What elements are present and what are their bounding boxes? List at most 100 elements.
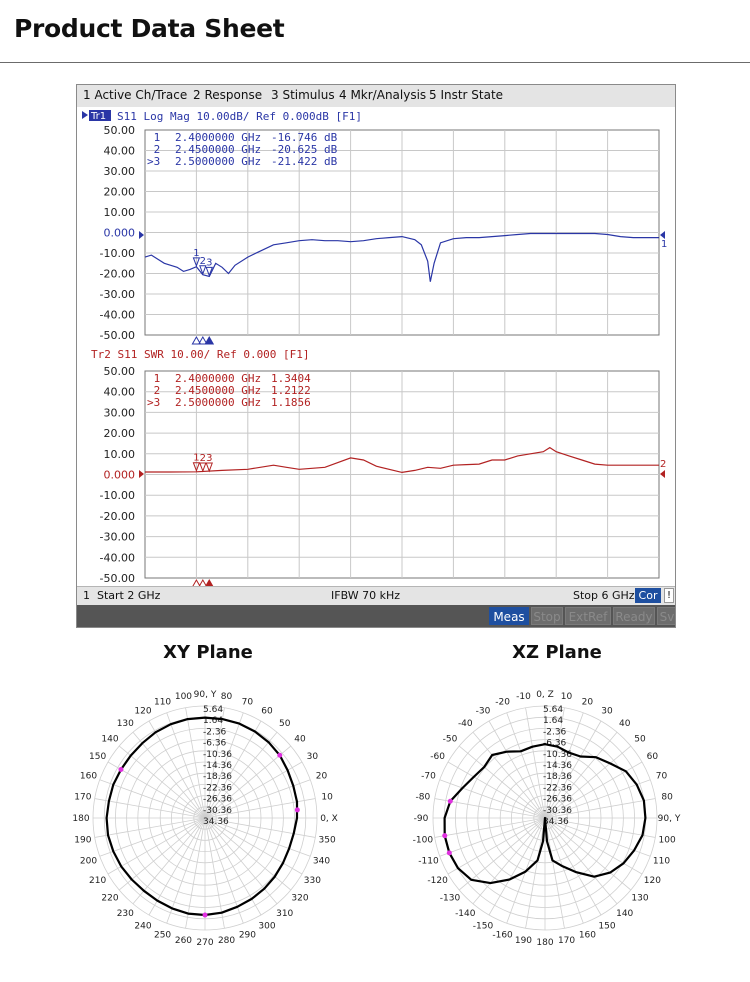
xy-polar-grid-spoke xyxy=(204,731,278,819)
trace2-y-axis: 50.00 40.00 30.00 20.00 10.00 0.000 -10.00 -20.… xyxy=(100,365,135,585)
page-header: Product Data Sheet xyxy=(0,0,750,63)
trace1-title: S11 Log Mag 10.00dB/ Ref 0.000dB [F1] xyxy=(117,110,362,123)
status-flag: ! xyxy=(664,588,674,603)
xy-polar-grid-spoke xyxy=(204,817,225,929)
trace2-ytick-label: -50.00 xyxy=(100,572,135,585)
trace1-ytick-label: -50.00 xyxy=(100,329,135,342)
marker-readout-freq: 2.4500000 GHz xyxy=(175,143,261,156)
marker-readout-prefix: 2 xyxy=(147,143,160,156)
menu-stimulus[interactable]: 3 Stimulus xyxy=(271,88,335,102)
xz-polar-grid-spoke xyxy=(447,761,546,819)
xy-polar-grid-spoke xyxy=(94,798,206,819)
xy-polar-angle-label: 40 xyxy=(294,734,306,744)
xz-polar-grid-spoke xyxy=(544,817,584,924)
xy-polar-angle-label: 260 xyxy=(175,936,192,946)
xy-polar-angle-label: 240 xyxy=(134,921,151,931)
marker-readout-prefix: >3 xyxy=(147,396,160,409)
marker-readout-prefix: 1 xyxy=(147,131,160,144)
xz-polar-grid-spoke xyxy=(488,817,546,916)
xz-polar-radial-label: -22.36 xyxy=(543,783,572,793)
xy-polar-radial-label: 5.64 xyxy=(203,705,223,715)
trace2-ytick-label: -40.00 xyxy=(100,551,135,564)
xy-polar-grid-spoke xyxy=(132,817,206,905)
trace1-marker-triangles xyxy=(191,335,215,345)
trace2-marker-label: 3 xyxy=(206,453,212,464)
softkey-meas[interactable]: Meas xyxy=(489,607,529,625)
xy-polar-grid-spoke xyxy=(185,707,206,819)
trace1-ytick-label: -20.00 xyxy=(100,268,135,281)
xy-polar-grid-spoke xyxy=(204,712,244,819)
xz-polar-marker-dot xyxy=(442,833,448,839)
xy-polar-angle-label: 270 xyxy=(196,938,213,948)
xz-polar-angle-label: -40 xyxy=(458,719,473,729)
softkey-ready[interactable]: Ready xyxy=(613,607,655,625)
trace1-x-marker-triangle xyxy=(191,335,202,345)
xy-polar-angle-label: 80 xyxy=(221,692,233,702)
xy-polar-angle-label: 320 xyxy=(291,894,308,904)
xz-polar-grid-spoke xyxy=(434,817,546,838)
xz-polar-pattern-line xyxy=(443,743,647,885)
trace2-ref-label: 2 xyxy=(660,459,666,470)
xy-polar-grid-spoke xyxy=(204,817,244,924)
xy-polar-angle-label: 200 xyxy=(80,856,97,866)
xy-polar-grid-spoke xyxy=(204,817,303,875)
xy-polar-grid-spoke xyxy=(204,745,292,819)
xz-polar-grid-spoke xyxy=(544,817,632,891)
xz-polar-angle-label: 100 xyxy=(659,836,676,846)
trace1-marker-triangle xyxy=(199,265,207,276)
xy-polar-angle-label: 60 xyxy=(261,707,273,717)
softkey-sv[interactable]: Sv xyxy=(657,607,675,625)
xy-polar-angle-label: 30 xyxy=(307,752,319,762)
trace1-ytick-label: -10.00 xyxy=(100,247,135,260)
trace1-grid xyxy=(145,130,659,335)
xz-polar-grid-spoke xyxy=(544,745,632,819)
xy-polar-radial-label: -18.36 xyxy=(203,772,232,782)
xz-polar-angle-label: -110 xyxy=(418,856,439,866)
xy-polar-grid-spoke xyxy=(166,712,206,819)
softkey-extref[interactable]: ExtRef xyxy=(565,607,611,625)
xz-polar-angle-label: -50 xyxy=(443,734,458,744)
xy-polar-angle-label: 210 xyxy=(89,876,106,886)
xz-polar-grid-spoke xyxy=(544,817,656,838)
xy-polar-pattern-line xyxy=(105,716,299,917)
xy-polar-grid-spoke xyxy=(204,817,316,838)
trace1-ytick-label: 30.00 xyxy=(104,165,136,178)
xz-polar-angle-label: 50 xyxy=(634,734,646,744)
xz-polar-grid-spoke xyxy=(506,712,546,819)
menu-active-ch-trace[interactable]: 1 Active Ch/Trace xyxy=(83,88,188,102)
xz-polar-angle-label: 80 xyxy=(661,792,673,802)
xy-polar-grid-spoke xyxy=(132,731,206,819)
menu-mkr-analysis[interactable]: 4 Mkr/Analysis xyxy=(339,88,427,102)
status-start: Start 2 GHz xyxy=(97,589,161,602)
xz-polar-grid-spoke xyxy=(544,798,656,819)
trace1-ytick-label: -40.00 xyxy=(100,309,135,322)
xy-polar-grid-spoke xyxy=(204,817,311,857)
xy-polar-angle-label: 300 xyxy=(258,921,275,931)
xy-polar-grid-spoke xyxy=(185,817,206,929)
menu-response[interactable]: 2 Response xyxy=(193,88,263,102)
xy-polar-angle-label: 330 xyxy=(304,876,321,886)
xy-polar-grid-spoke xyxy=(107,761,206,819)
xz-polar-angle-label: -100 xyxy=(413,836,434,846)
trace2-ytick-label: 50.00 xyxy=(104,365,136,378)
xy-polar-grid-spoke xyxy=(166,817,206,924)
xy-polar-marker-dot xyxy=(118,766,124,772)
trace1-ref-arrow-right xyxy=(660,231,665,239)
xz-polar-grid-spoke xyxy=(544,817,618,905)
trace1-marker-triangle xyxy=(192,257,201,268)
xz-polar-angle-label: -160 xyxy=(492,931,513,941)
xy-polar-grid-spoke xyxy=(148,817,206,916)
xz-polar-grid-spoke xyxy=(447,817,546,875)
xy-polar-radial-label: -22.36 xyxy=(203,783,232,793)
trace1-line xyxy=(144,232,659,282)
softkey-stop[interactable]: Stop xyxy=(531,607,563,625)
vna-softkey-bar: Meas Stop ExtRef Ready Sv xyxy=(77,605,675,627)
xy-polar-angle-label: 280 xyxy=(218,936,235,946)
xz-polar-angle-label: 190 xyxy=(515,936,532,946)
menu-instr-state[interactable]: 5 Instr State xyxy=(429,88,504,102)
xy-polar-angle-label: 170 xyxy=(74,792,91,802)
vna-status-bar: 1 Start 2 GHz IFBW 70 kHz Stop 6 GHz Cor… xyxy=(77,586,675,605)
